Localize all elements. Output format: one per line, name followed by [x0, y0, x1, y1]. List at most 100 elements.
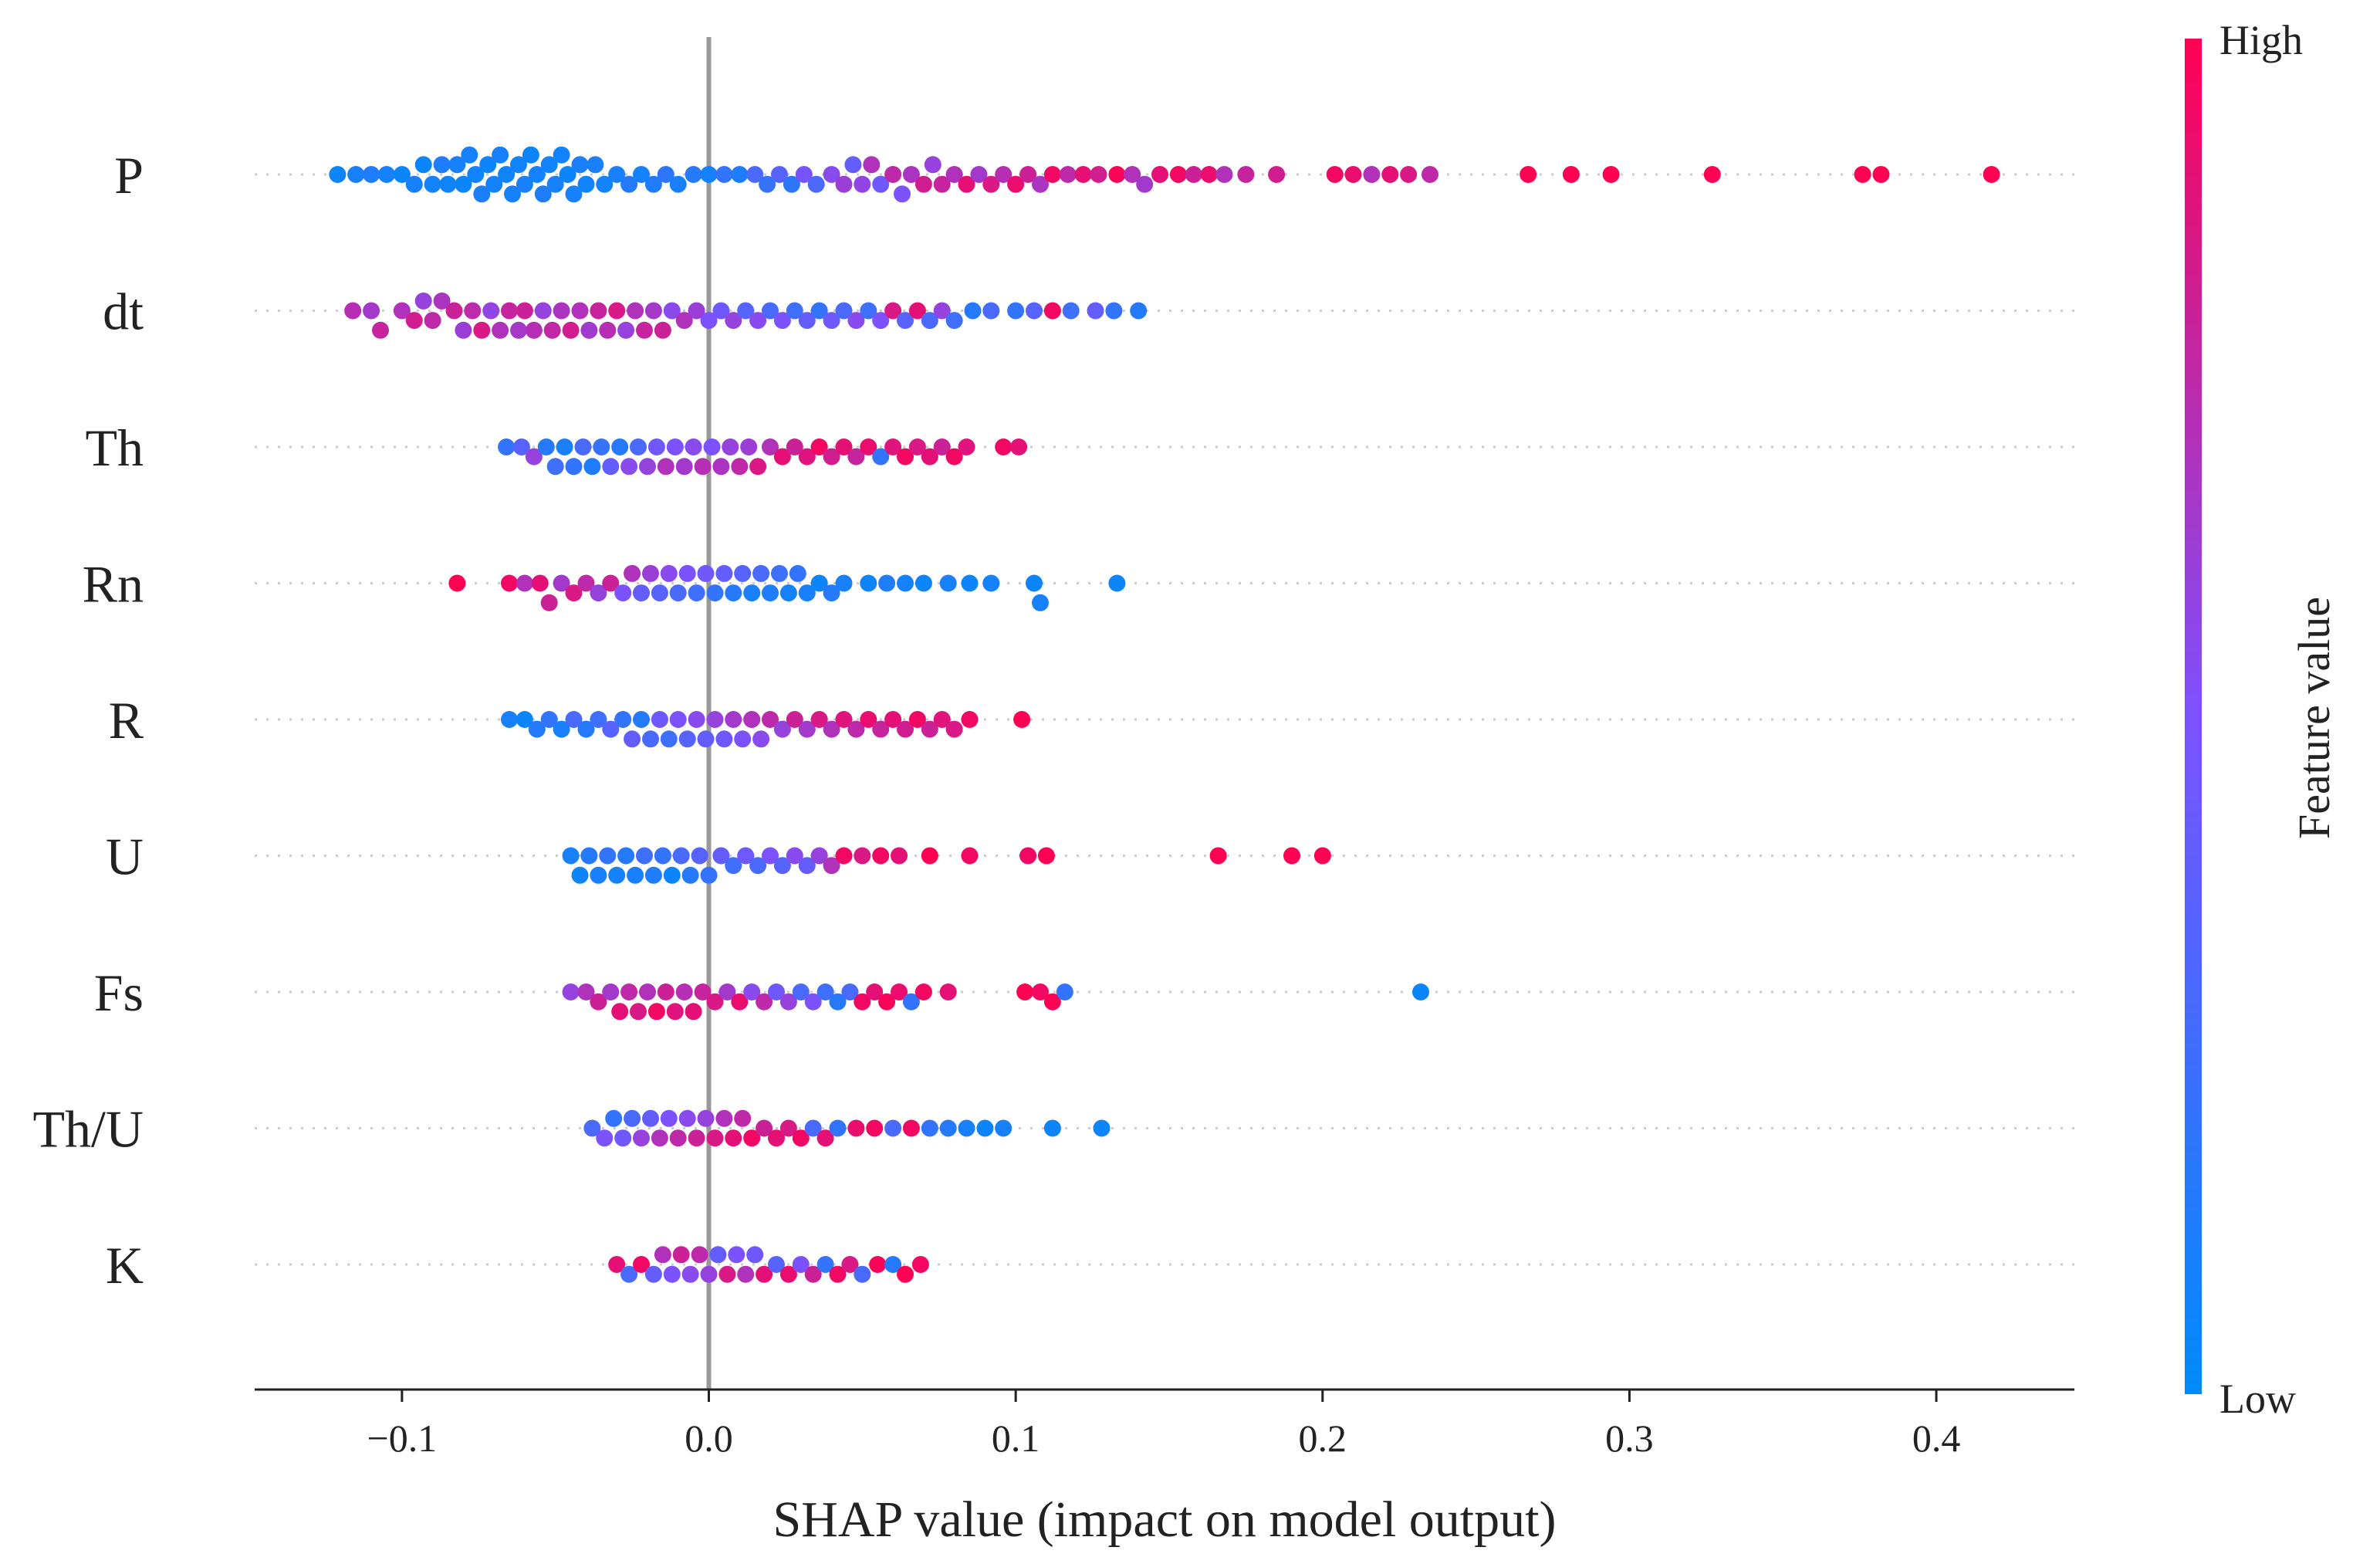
point-th: [740, 438, 758, 455]
point-r: [835, 711, 853, 728]
point-u: [854, 847, 871, 865]
point-u: [580, 847, 598, 865]
point-th-u: [816, 1129, 834, 1147]
point-rn: [897, 574, 914, 592]
point-th-u: [995, 1119, 1013, 1137]
point-th: [574, 438, 592, 455]
point-th-u: [725, 1129, 742, 1147]
point-rn: [762, 584, 779, 602]
point-rn: [823, 584, 840, 602]
point-dt: [393, 302, 411, 320]
point-u: [961, 847, 979, 865]
point-rn: [810, 574, 828, 592]
point-fs: [878, 993, 896, 1011]
point-dt: [455, 321, 472, 339]
point-th-u: [847, 1119, 865, 1137]
point-p: [1363, 166, 1381, 183]
point-th: [810, 438, 828, 455]
point-th-u: [779, 1119, 797, 1137]
point-p: [1520, 166, 1537, 183]
point-fs: [866, 983, 884, 1000]
point-dt: [933, 302, 951, 320]
point-th-u: [939, 1119, 957, 1137]
point-u: [1019, 847, 1037, 865]
point-k: [768, 1256, 785, 1273]
point-dt: [571, 302, 589, 320]
point-dt: [823, 312, 840, 330]
point-p: [485, 175, 503, 193]
point-p: [1185, 166, 1202, 183]
point-r: [773, 720, 791, 738]
point-p: [455, 175, 472, 193]
point-th: [703, 438, 721, 455]
point-p: [644, 175, 662, 193]
point-r: [725, 711, 742, 728]
point-fs: [620, 983, 638, 1000]
point-u: [617, 847, 635, 865]
point-rn: [961, 574, 979, 592]
point-u: [786, 847, 803, 865]
colorbar-title: Feature value: [2289, 597, 2339, 839]
point-u: [654, 847, 671, 865]
point-p: [807, 175, 825, 193]
x-axis-ticks: −0.1 0.0 0.1 0.2 0.3 0.4: [367, 1390, 1961, 1460]
point-rn: [501, 574, 518, 592]
point-p: [669, 175, 687, 193]
point-fs: [647, 1003, 665, 1021]
point-u: [835, 847, 853, 865]
point-th: [798, 448, 816, 465]
point-th-u: [678, 1109, 696, 1127]
point-k: [728, 1246, 745, 1264]
point-rn: [1026, 574, 1043, 592]
point-p: [492, 146, 509, 164]
point-p: [945, 166, 963, 183]
point-p: [1124, 166, 1141, 183]
point-u: [599, 847, 617, 865]
point-rn: [633, 584, 650, 602]
point-rn: [798, 584, 816, 602]
x-tick-label: 0.4: [1912, 1417, 1961, 1460]
point-rn: [982, 574, 1000, 592]
point-p: [1854, 166, 1871, 183]
point-dt: [510, 321, 527, 339]
point-th-u: [688, 1129, 705, 1147]
point-p: [657, 166, 674, 183]
point-th: [675, 458, 693, 476]
point-u: [798, 857, 816, 875]
point-k: [854, 1265, 871, 1283]
point-u: [608, 866, 626, 884]
point-dt: [344, 302, 362, 320]
x-tick-label: 0.1: [992, 1417, 1040, 1460]
point-dt: [608, 302, 626, 320]
point-r: [590, 711, 607, 728]
point-th: [773, 448, 791, 465]
point-dt: [627, 302, 644, 320]
point-fs: [841, 983, 859, 1000]
point-dt: [737, 302, 755, 320]
point-k: [644, 1265, 662, 1283]
point-p: [795, 166, 813, 183]
point-th: [897, 448, 914, 465]
point-p: [759, 175, 776, 193]
point-dt: [773, 312, 791, 330]
point-th: [884, 438, 902, 455]
point-k: [663, 1265, 681, 1283]
point-p: [577, 175, 595, 193]
point-p: [546, 175, 564, 193]
point-rn: [642, 564, 659, 582]
point-dt: [663, 302, 681, 320]
point-th: [512, 438, 530, 455]
point-r: [706, 711, 724, 728]
point-u: [663, 866, 681, 884]
point-rn: [697, 564, 715, 582]
point-p: [522, 146, 539, 164]
point-th: [786, 438, 803, 455]
point-k: [700, 1265, 718, 1283]
point-k: [709, 1246, 727, 1264]
point-rn: [779, 584, 797, 602]
point-th: [694, 458, 712, 476]
point-p: [1074, 166, 1092, 183]
point-dt: [884, 302, 902, 320]
point-u: [762, 847, 779, 865]
